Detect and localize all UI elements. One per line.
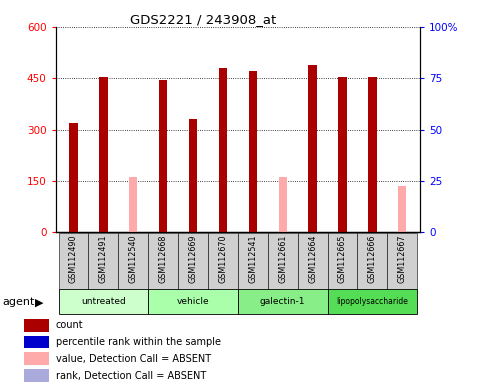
Bar bbox=[58, 289, 148, 314]
Bar bbox=[99, 76, 108, 232]
Text: GSM112666: GSM112666 bbox=[368, 235, 377, 283]
Bar bbox=[118, 233, 148, 290]
Text: percentile rank within the sample: percentile rank within the sample bbox=[56, 337, 221, 347]
Bar bbox=[298, 233, 327, 290]
Bar bbox=[24, 369, 49, 382]
Bar bbox=[88, 233, 118, 290]
Text: GSM112540: GSM112540 bbox=[129, 235, 138, 283]
Bar bbox=[309, 65, 317, 232]
Text: galectin-1: galectin-1 bbox=[260, 297, 305, 306]
Text: value, Detection Call = ABSENT: value, Detection Call = ABSENT bbox=[56, 354, 211, 364]
Text: GSM112665: GSM112665 bbox=[338, 235, 347, 283]
Text: GSM112670: GSM112670 bbox=[218, 235, 227, 283]
Bar bbox=[129, 177, 138, 232]
Bar bbox=[338, 76, 347, 232]
Bar bbox=[148, 289, 238, 314]
Text: untreated: untreated bbox=[81, 297, 126, 306]
Text: lipopolysaccharide: lipopolysaccharide bbox=[337, 297, 408, 306]
Bar bbox=[208, 233, 238, 290]
Text: GSM112541: GSM112541 bbox=[248, 235, 257, 283]
Text: GDS2221 / 243908_at: GDS2221 / 243908_at bbox=[130, 13, 276, 26]
Bar bbox=[268, 233, 298, 290]
Text: agent: agent bbox=[2, 297, 35, 307]
Bar bbox=[24, 336, 49, 348]
Bar bbox=[189, 119, 197, 232]
Bar bbox=[69, 123, 78, 232]
Bar bbox=[279, 177, 287, 232]
Bar bbox=[238, 289, 327, 314]
Text: GSM112667: GSM112667 bbox=[398, 235, 407, 283]
Text: GSM112668: GSM112668 bbox=[158, 235, 168, 283]
Bar bbox=[159, 80, 167, 232]
Bar bbox=[24, 353, 49, 365]
Text: rank, Detection Call = ABSENT: rank, Detection Call = ABSENT bbox=[56, 371, 206, 381]
Text: GSM112661: GSM112661 bbox=[278, 235, 287, 283]
Bar bbox=[368, 76, 377, 232]
Text: vehicle: vehicle bbox=[177, 297, 209, 306]
Text: count: count bbox=[56, 320, 84, 330]
Bar bbox=[357, 233, 387, 290]
Text: GSM112490: GSM112490 bbox=[69, 235, 78, 283]
Bar bbox=[327, 289, 417, 314]
Bar bbox=[387, 233, 417, 290]
Text: GSM112491: GSM112491 bbox=[99, 235, 108, 283]
Bar bbox=[219, 68, 227, 232]
Bar bbox=[249, 71, 257, 232]
Bar bbox=[398, 186, 407, 232]
Bar bbox=[24, 319, 49, 332]
Bar bbox=[148, 233, 178, 290]
Bar bbox=[178, 233, 208, 290]
Bar bbox=[58, 233, 88, 290]
Bar bbox=[238, 233, 268, 290]
Text: GSM112669: GSM112669 bbox=[188, 235, 198, 283]
Text: GSM112664: GSM112664 bbox=[308, 235, 317, 283]
Text: ▶: ▶ bbox=[35, 297, 44, 307]
Bar bbox=[327, 233, 357, 290]
